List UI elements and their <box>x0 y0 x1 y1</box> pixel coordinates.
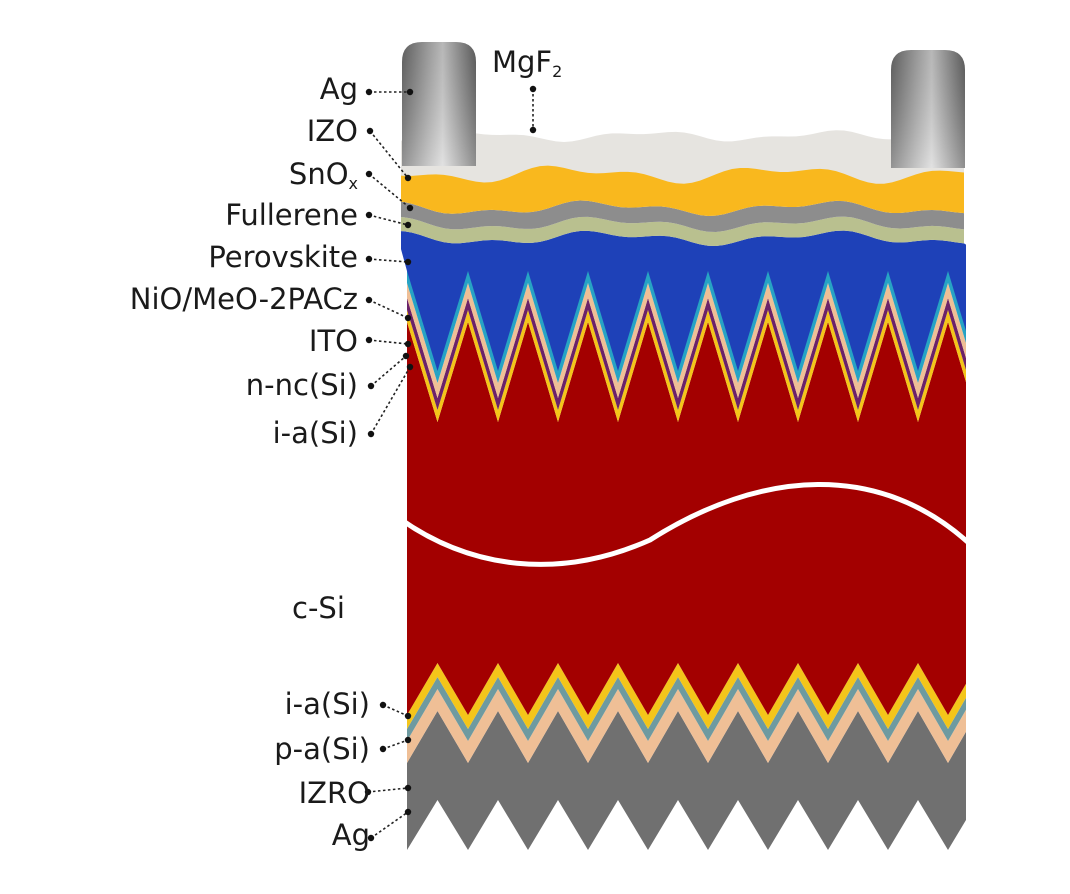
snox-layer <box>401 200 964 232</box>
label-leader-dots <box>364 85 537 842</box>
leader-dot <box>379 745 387 753</box>
label-ito: ITO <box>308 324 358 358</box>
leader-dot <box>404 258 412 266</box>
label-ag-bottom: Ag <box>331 818 370 852</box>
leader-dot <box>365 211 373 219</box>
izo-layer <box>401 163 964 216</box>
label-izro: IZRO <box>298 776 370 810</box>
label-izo: IZO <box>306 114 358 148</box>
leader-dot <box>406 88 414 96</box>
leader-dot <box>402 352 410 360</box>
ag-finger-right <box>891 50 965 168</box>
label-mgf2: MgF2 <box>492 45 563 81</box>
leader-dot <box>365 336 373 344</box>
leader-line <box>370 811 409 839</box>
leader-dot <box>367 430 375 438</box>
leader-dot <box>404 712 412 720</box>
label-perovskite: Perovskite <box>208 240 358 274</box>
leader-dot <box>367 382 375 390</box>
leader-dot <box>404 174 412 182</box>
leader-dot <box>529 126 537 134</box>
leader-dot <box>365 170 373 178</box>
fullerene-layer <box>401 216 964 246</box>
leader-dot <box>367 834 375 842</box>
label-c-si: c-Si <box>292 591 345 625</box>
ag-finger-left <box>402 42 476 166</box>
label-i-a-si-bottom: i-a(Si) <box>284 687 370 721</box>
leader-dot <box>364 788 372 796</box>
leader-dot <box>404 221 412 229</box>
mgf2-layer <box>401 130 964 184</box>
leader-line <box>382 739 409 750</box>
leader-line <box>368 214 409 226</box>
i-a-si-bottom-layer <box>407 663 966 729</box>
leader-line <box>369 130 409 179</box>
leader-line <box>370 366 411 435</box>
leader-line <box>368 339 409 345</box>
leader-dot <box>365 88 373 96</box>
label-p-a-si: p-a(Si) <box>274 732 370 766</box>
label-i-a-si-top: i-a(Si) <box>272 416 358 450</box>
wave-break-line <box>401 482 966 567</box>
label-ag-top: Ag <box>319 72 358 106</box>
leader-line <box>367 787 409 793</box>
label-fullerene: Fullerene <box>225 198 358 232</box>
label-snox: SnOx <box>288 157 358 193</box>
label-nio: NiO/MeO-2PACz <box>129 282 358 316</box>
leader-dot <box>404 340 412 348</box>
leader-line <box>368 173 411 209</box>
ag-bottom-layer <box>407 711 966 850</box>
leader-dot <box>406 204 414 212</box>
label-leader-lines <box>367 89 534 839</box>
izro-layer <box>407 689 966 763</box>
leader-dot <box>365 255 373 263</box>
label-n-nc-si: n-nc(Si) <box>245 368 358 402</box>
leader-dot <box>379 701 387 709</box>
leader-dot <box>365 296 373 304</box>
leader-dot <box>529 85 537 93</box>
perovskite-layer <box>401 230 966 371</box>
leader-dot <box>404 736 412 744</box>
leader-dot <box>404 784 412 792</box>
leader-dot <box>404 808 412 816</box>
leader-dot <box>366 127 374 135</box>
leader-dot <box>406 363 414 371</box>
leader-line <box>368 258 409 263</box>
leader-dot <box>404 314 412 322</box>
leader-line <box>382 704 409 717</box>
leader-line <box>368 299 409 319</box>
